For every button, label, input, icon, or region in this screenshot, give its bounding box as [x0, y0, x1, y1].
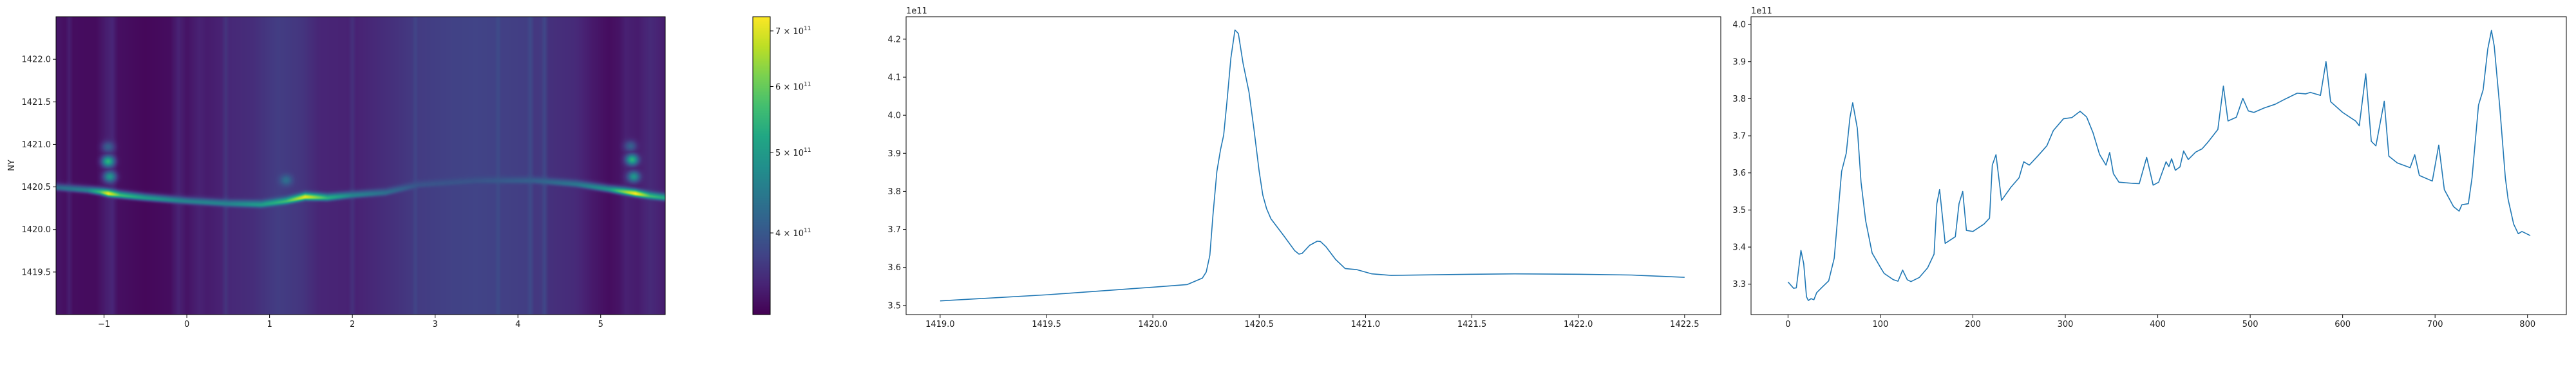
heatmap-y-axis-label: NY	[7, 160, 17, 171]
heatmap-axes: −1 0 1 2 3 4 5 1419.5 1420.0 1420.5 1421.0 1421.5 14…	[22, 16, 666, 329]
axes-frame	[905, 16, 1721, 315]
y-tick-label: 1421.0	[22, 140, 52, 150]
x-tick-label: 500	[2242, 320, 2259, 329]
x-tick-label: 3	[433, 320, 438, 329]
x-tick-label: 1419.5	[1032, 320, 1061, 329]
y-tick-label: 1420.0	[22, 225, 52, 235]
x-tick-label: 300	[2058, 320, 2074, 329]
y-tick-label: 4.2	[887, 35, 901, 44]
colorbar-tick-label: 5 × 1011	[775, 147, 811, 158]
y-offset-text: 1e11	[906, 6, 927, 16]
x-tick-label: 1420.0	[1138, 320, 1168, 329]
x-tick-label: 1422.5	[1670, 320, 1700, 329]
y-tick-label: 3.9	[1732, 57, 1746, 67]
y-offset-text: 1e11	[1751, 6, 1772, 16]
x-tick-label: 600	[2334, 320, 2351, 329]
data-series-line	[1787, 30, 2531, 301]
colorbar: 7 × 1011 6 × 1011 5 × 1011 4 × 1011	[752, 16, 811, 315]
y-tick-label: 1421.5	[22, 98, 52, 107]
profile-line-chart: 0 100 200 300 400 500 600 700 800 3.3 3.4 3.5 3.6 3.7…	[1732, 16, 2567, 329]
x-tick-label: 800	[2519, 320, 2535, 329]
x-tick-label: 1422.0	[1564, 320, 1593, 329]
data-series-line	[940, 29, 1685, 302]
axes-frame	[55, 16, 666, 315]
x-tick-label: 700	[2427, 320, 2443, 329]
y-tick-label: 4.0	[887, 111, 901, 121]
x-tick-label: 400	[2150, 320, 2166, 329]
x-tick-label: −1	[98, 320, 110, 329]
x-tick-label: 5	[598, 320, 603, 329]
colorbar-tick-label: 6 × 1011	[775, 82, 811, 93]
heatmap-image	[56, 17, 665, 315]
x-tick-label: 1420.5	[1245, 320, 1274, 329]
y-tick-label: 3.6	[887, 263, 901, 273]
x-tick-label: 1	[267, 320, 272, 329]
colorbar-gradient	[753, 17, 770, 315]
y-tick-label: 3.9	[887, 149, 901, 159]
y-tick-label: 3.8	[1732, 95, 1746, 104]
y-tick-label: 1422.0	[22, 55, 52, 65]
colorbar-tick-label: 7 × 1011	[775, 26, 811, 37]
y-tick-label: 3.6	[1732, 169, 1746, 178]
x-tick-label: 0	[1785, 320, 1790, 329]
x-tick-label: 4	[515, 320, 520, 329]
x-tick-label: 100	[1873, 320, 1889, 329]
spectrum-line-chart: 1419.0 1419.5 1420.0 1420.5 1421.0 1421.5 1422…	[887, 16, 1721, 329]
x-tick-label: 1421.5	[1457, 320, 1487, 329]
y-tick-label: 3.5	[1732, 206, 1746, 216]
y-tick-label: 3.5	[887, 301, 901, 311]
y-tick-label: 3.7	[1732, 132, 1746, 142]
y-tick-label: 3.4	[1732, 243, 1746, 253]
x-tick-label: 200	[1965, 320, 1981, 329]
y-tick-label: 3.7	[887, 225, 901, 235]
y-tick-label: 4.0	[1732, 21, 1746, 30]
x-tick-label: 0	[184, 320, 189, 329]
y-tick-label: 1419.5	[22, 268, 52, 277]
colorbar-tick-label: 4 × 1011	[775, 228, 811, 239]
y-tick-label: 3.8	[887, 187, 901, 197]
x-tick-label: 1421.0	[1351, 320, 1381, 329]
x-tick-label: 1419.0	[925, 320, 955, 329]
y-tick-label: 1420.5	[22, 183, 52, 192]
y-tick-label: 4.1	[887, 73, 901, 83]
y-tick-label: 3.3	[1732, 280, 1746, 290]
x-tick-label: 2	[350, 320, 355, 329]
colorbar-frame	[752, 16, 771, 315]
axes-frame	[1750, 16, 2567, 315]
